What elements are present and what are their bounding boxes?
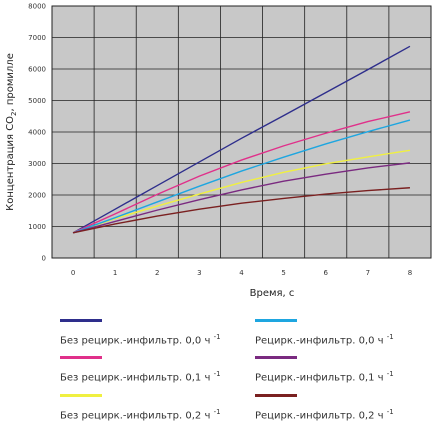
grid-lines xyxy=(52,6,431,258)
legend-label: Рецирк.-инфильтр. 0,1 ч -1 xyxy=(255,370,394,383)
legend-label-unit: -1 xyxy=(386,370,394,378)
legend-label-text: Рецирк.-инфильтр. 0,2 ч xyxy=(255,410,387,422)
legend-swatch xyxy=(255,356,297,359)
y-tick-labels: 0 1000 2000 3000 4000 5000 6000 7000 8000 xyxy=(28,3,46,263)
legend-label: Рецирк.-инфильтр. 0,0 ч -1 xyxy=(255,333,394,346)
legend-label: Без рецирк.-инфильтр. 0,1 ч -1 xyxy=(60,370,221,383)
x-axis-label: Время, с xyxy=(250,288,295,299)
legend-label-unit: -1 xyxy=(213,408,221,416)
y-axis-label-tail: , промилле xyxy=(5,53,16,111)
series-line xyxy=(72,45,411,234)
legend-swatch xyxy=(255,394,297,397)
legend-label-text: Рецирк.-инфильтр. 0,0 ч xyxy=(255,335,387,347)
legend-label-unit: -1 xyxy=(213,333,221,341)
chart-legend: Без рецирк.-инфильтр. 0,0 ч -1 Без рецирк… xyxy=(0,308,441,421)
legend-label-text: Без рецирк.-инфильтр. 0,0 ч xyxy=(60,335,214,347)
legend-label-unit: -1 xyxy=(386,333,394,341)
y-tick-label: 4000 xyxy=(28,129,46,137)
y-tick-label: 6000 xyxy=(28,66,46,74)
legend-swatch xyxy=(60,319,102,322)
legend-label-unit: -1 xyxy=(386,408,394,416)
y-axis-label: Концентрация CO2, промилле xyxy=(5,53,18,211)
legend-swatch xyxy=(255,319,297,322)
y-tick-label: 7000 xyxy=(28,34,46,42)
y-tick-label: 2000 xyxy=(28,192,46,200)
y-axis-label-sub: 2 xyxy=(10,111,18,115)
x-tick-label: 1 xyxy=(113,269,117,277)
x-tick-label: 7 xyxy=(366,269,370,277)
x-tick-label: 2 xyxy=(155,269,159,277)
x-tick-label: 5 xyxy=(281,269,285,277)
legend-label-unit: -1 xyxy=(213,370,221,378)
series-line xyxy=(72,149,411,234)
x-tick-label: 3 xyxy=(197,269,201,277)
x-tick-label: 4 xyxy=(239,269,244,277)
y-tick-label: 5000 xyxy=(28,97,46,105)
legend-swatch xyxy=(60,356,102,359)
series-layer xyxy=(72,45,411,234)
series-line xyxy=(72,119,411,234)
legend-swatch xyxy=(60,394,102,397)
x-tick-labels: 0 1 2 3 4 5 6 7 8 xyxy=(71,269,412,277)
y-tick-label: 3000 xyxy=(28,160,46,168)
y-tick-label: 0 xyxy=(42,255,46,263)
y-tick-label: 8000 xyxy=(28,3,46,11)
x-tick-label: 6 xyxy=(323,269,328,277)
legend-label: Рецирк.-инфильтр. 0,2 ч -1 xyxy=(255,408,394,421)
legend-label: Без рецирк.-инфильтр. 0,0 ч -1 xyxy=(60,333,221,346)
legend-label-text: Без рецирк.-инфильтр. 0,1 ч xyxy=(60,372,214,384)
y-axis-label-main: Концентрация CO xyxy=(5,116,16,211)
x-tick-label: 0 xyxy=(71,269,75,277)
series-line xyxy=(72,111,411,234)
series-line xyxy=(72,187,410,234)
legend-label-text: Рецирк.-инфильтр. 0,1 ч xyxy=(255,372,387,384)
legend-label-text: Без рецирк.-инфильтр. 0,2 ч xyxy=(60,410,214,422)
series-line xyxy=(72,162,411,234)
legend-label: Без рецирк.-инфильтр. 0,2 ч -1 xyxy=(60,408,221,421)
x-tick-label: 8 xyxy=(408,269,412,277)
y-tick-label: 1000 xyxy=(28,223,46,231)
co2-chart: 0 1 2 3 4 5 6 7 8 0 1000 2000 3000 4000 5000 6000 7000 8… xyxy=(5,3,432,299)
